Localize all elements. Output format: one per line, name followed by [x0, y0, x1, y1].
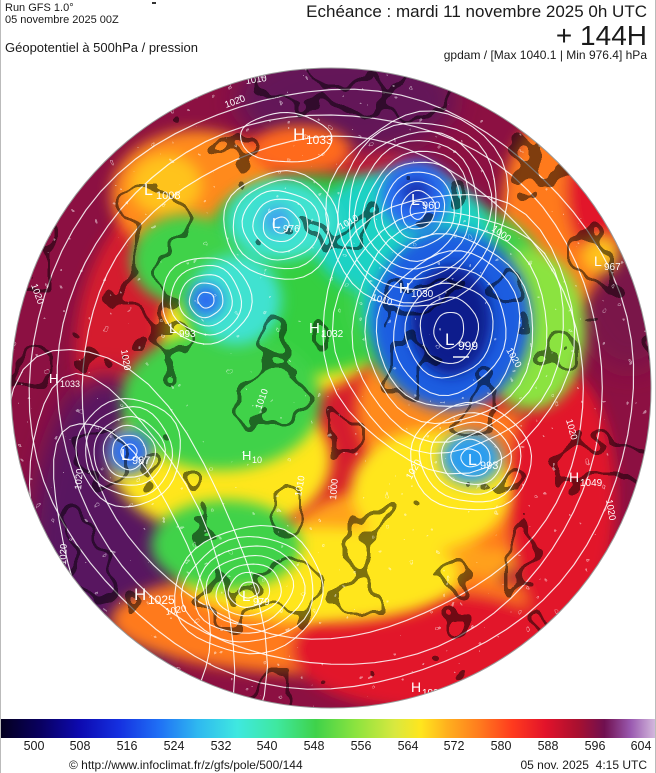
- svg-text:1033: 1033: [60, 379, 80, 389]
- svg-text:H: H: [411, 679, 421, 695]
- svg-text:596: 596: [585, 739, 606, 753]
- svg-text:993: 993: [179, 329, 196, 340]
- svg-text:556: 556: [351, 739, 372, 753]
- svg-text:1033: 1033: [306, 133, 333, 147]
- svg-text:987: 987: [132, 455, 150, 467]
- svg-text:L: L: [144, 182, 153, 199]
- svg-text:1010: 1010: [455, 72, 478, 87]
- svg-text:500: 500: [24, 739, 45, 753]
- svg-text:L: L: [169, 320, 177, 336]
- svg-text:564: 564: [398, 739, 419, 753]
- svg-text:L: L: [468, 452, 477, 469]
- svg-text:L: L: [594, 253, 602, 269]
- svg-text:1049: 1049: [580, 478, 603, 489]
- svg-text:516: 516: [117, 739, 138, 753]
- svg-text:H: H: [242, 448, 251, 463]
- svg-text:999: 999: [458, 339, 478, 353]
- svg-text:548: 548: [304, 739, 325, 753]
- svg-text:540: 540: [257, 739, 278, 753]
- svg-text:H: H: [49, 371, 58, 386]
- svg-text:H: H: [399, 280, 410, 297]
- svg-text:1020: 1020: [58, 544, 70, 566]
- svg-text:960: 960: [422, 200, 440, 212]
- svg-text:1032: 1032: [321, 329, 344, 340]
- svg-text:508: 508: [70, 739, 91, 753]
- svg-text:588: 588: [538, 739, 559, 753]
- svg-text:L: L: [121, 447, 130, 464]
- svg-text:10: 10: [252, 455, 262, 465]
- svg-text:1008: 1008: [156, 190, 180, 202]
- svg-text:976: 976: [283, 224, 300, 235]
- svg-text:572: 572: [444, 739, 465, 753]
- svg-text:1020: 1020: [73, 468, 86, 490]
- svg-text:L: L: [445, 330, 454, 349]
- svg-text:979: 979: [253, 597, 270, 608]
- svg-text:L: L: [242, 588, 250, 605]
- svg-text:H: H: [309, 320, 320, 337]
- svg-text:524: 524: [164, 739, 185, 753]
- svg-text:1000: 1000: [328, 478, 341, 500]
- svg-text:L: L: [272, 215, 280, 232]
- svg-text:H: H: [134, 585, 146, 604]
- svg-text:1025: 1025: [148, 593, 175, 607]
- svg-text:604: 604: [631, 739, 652, 753]
- svg-text:532: 532: [211, 739, 232, 753]
- svg-text:580: 580: [491, 739, 512, 753]
- svg-text:967: 967: [604, 262, 621, 273]
- svg-text:993: 993: [480, 460, 498, 472]
- svg-text:L: L: [411, 192, 420, 209]
- svg-text:H: H: [293, 125, 305, 144]
- svg-text:H: H: [569, 469, 579, 485]
- svg-text:1030: 1030: [411, 289, 434, 300]
